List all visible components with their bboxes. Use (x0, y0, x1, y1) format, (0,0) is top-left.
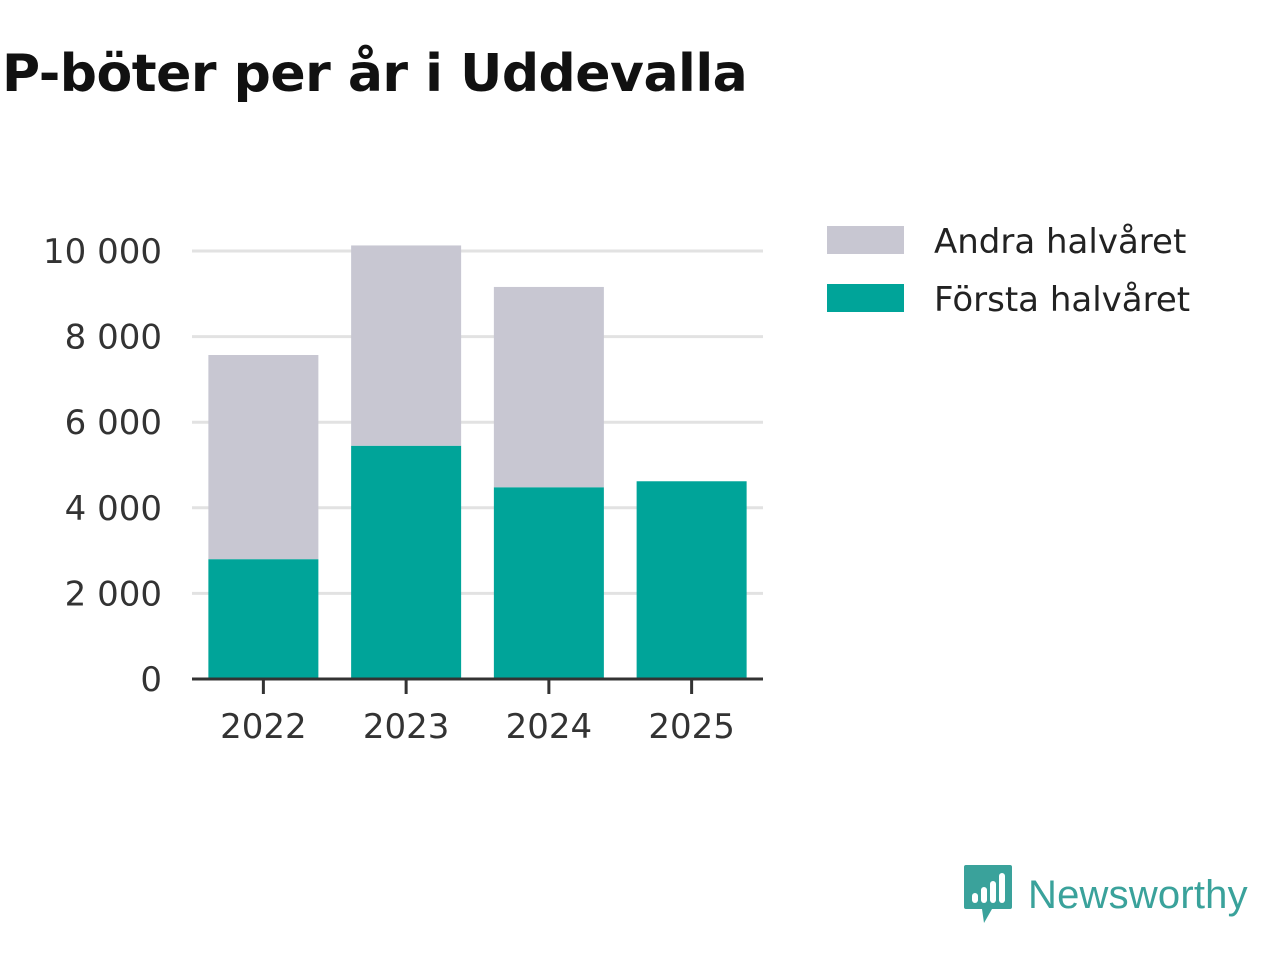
y-axis-labels: 0 2 000 4 000 6 000 8 000 10 000 (43, 232, 162, 700)
legend-swatch (827, 284, 904, 312)
x-tick-label: 2023 (363, 707, 450, 747)
bar-2022-forsta (208, 559, 319, 679)
bar-2023-forsta (351, 445, 462, 679)
newsworthy-logo: Newsworthy (962, 862, 1248, 928)
bar-2022-andra (208, 355, 319, 560)
legend: Andra halvåret Första halvåret (827, 222, 1190, 320)
bar-2024-forsta (493, 487, 604, 679)
bars (208, 245, 747, 679)
brand-name: Newsworthy (1028, 872, 1248, 917)
legend-label: Andra halvåret (934, 222, 1186, 262)
legend-label: Första halvåret (934, 280, 1190, 320)
legend-swatch (827, 226, 904, 254)
bar-2024-andra (493, 286, 604, 488)
y-tick-label: 4 000 (65, 489, 162, 529)
y-tick-label: 2 000 (65, 574, 162, 614)
y-tick-label: 10 000 (43, 232, 162, 272)
chart-title: P-böter per år i Uddevalla (2, 44, 748, 104)
y-tick-label: 6 000 (65, 403, 162, 443)
x-tick-label: 2022 (220, 707, 307, 747)
x-tick-label: 2025 (648, 707, 735, 747)
axes (192, 677, 763, 694)
y-tick-label: 8 000 (65, 318, 162, 358)
x-tick-label: 2024 (506, 707, 593, 747)
y-tick-label: 0 (140, 660, 162, 700)
x-axis-labels: 2022 2023 2024 2025 (220, 707, 735, 747)
bar-2023-andra (351, 245, 462, 446)
newsworthy-icon (964, 865, 1012, 923)
bar-2025-forsta (636, 481, 747, 679)
